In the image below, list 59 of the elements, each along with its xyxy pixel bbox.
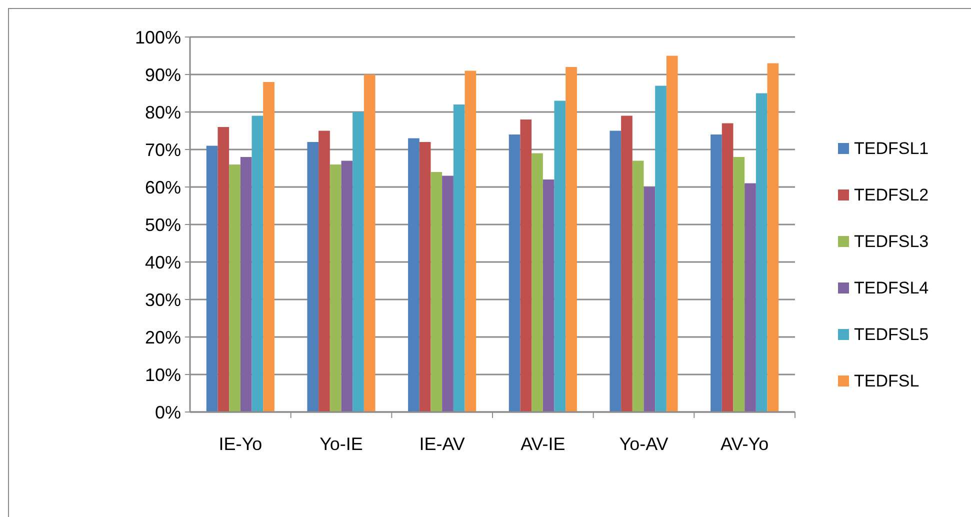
bar [442,176,454,412]
bar [408,138,420,412]
bar [610,130,622,412]
bar [508,134,520,412]
bar [419,142,431,412]
bar [464,70,476,412]
y-tick-label: 20% [144,327,181,348]
bar [430,172,442,412]
x-tick-label: AV-IE [520,434,566,454]
bar [666,56,678,412]
bar [252,116,264,412]
bar [756,93,768,412]
bar [621,116,632,412]
bar [206,146,218,412]
y-tick-label: 40% [144,252,181,272]
bar [644,187,656,412]
bar [554,100,566,412]
x-tick-label: AV-Yo [720,434,769,454]
y-tick-label: 80% [144,102,181,122]
legend-label: TEDFSL1 [854,138,929,158]
legend-label: TEDFSL5 [854,324,929,344]
legend-label: TEDFSL3 [854,232,929,251]
y-tick-label: 10% [144,364,181,385]
y-tick-label: 100% [134,27,181,48]
y-tick-label: 50% [144,214,181,235]
x-tick-label: Yo-IE [320,434,363,454]
bar [532,153,543,412]
bar [240,157,252,412]
x-tick-label: IE-AV [419,434,465,454]
bar [307,142,319,412]
y-tick-label: 90% [144,64,181,85]
y-tick-label: 60% [144,177,181,198]
bar [733,157,745,412]
x-tick-label: Yo-AV [619,434,668,454]
y-tick-label: 30% [144,290,181,310]
bar [655,86,666,412]
bar [453,104,465,412]
bar [218,127,230,412]
legend-label: TEDFSL2 [854,185,929,204]
bar [341,160,353,412]
bar [520,120,532,412]
bar [229,164,240,412]
bar [364,74,376,412]
legend-label: TEDFSL4 [854,278,929,298]
y-tick-label: 70% [144,140,181,160]
bar [330,164,342,412]
x-tick-label: IE-Yo [218,434,262,454]
bar [263,82,274,412]
bar [710,134,722,412]
bar [744,183,756,412]
y-tick-label: 0% [154,402,181,422]
bar [767,63,779,412]
bar [318,130,330,412]
legend-label: TEDFSL [854,371,920,390]
bar [542,180,554,412]
bar [632,160,644,412]
bar [566,67,577,412]
bar [352,112,364,412]
bar [722,123,734,412]
